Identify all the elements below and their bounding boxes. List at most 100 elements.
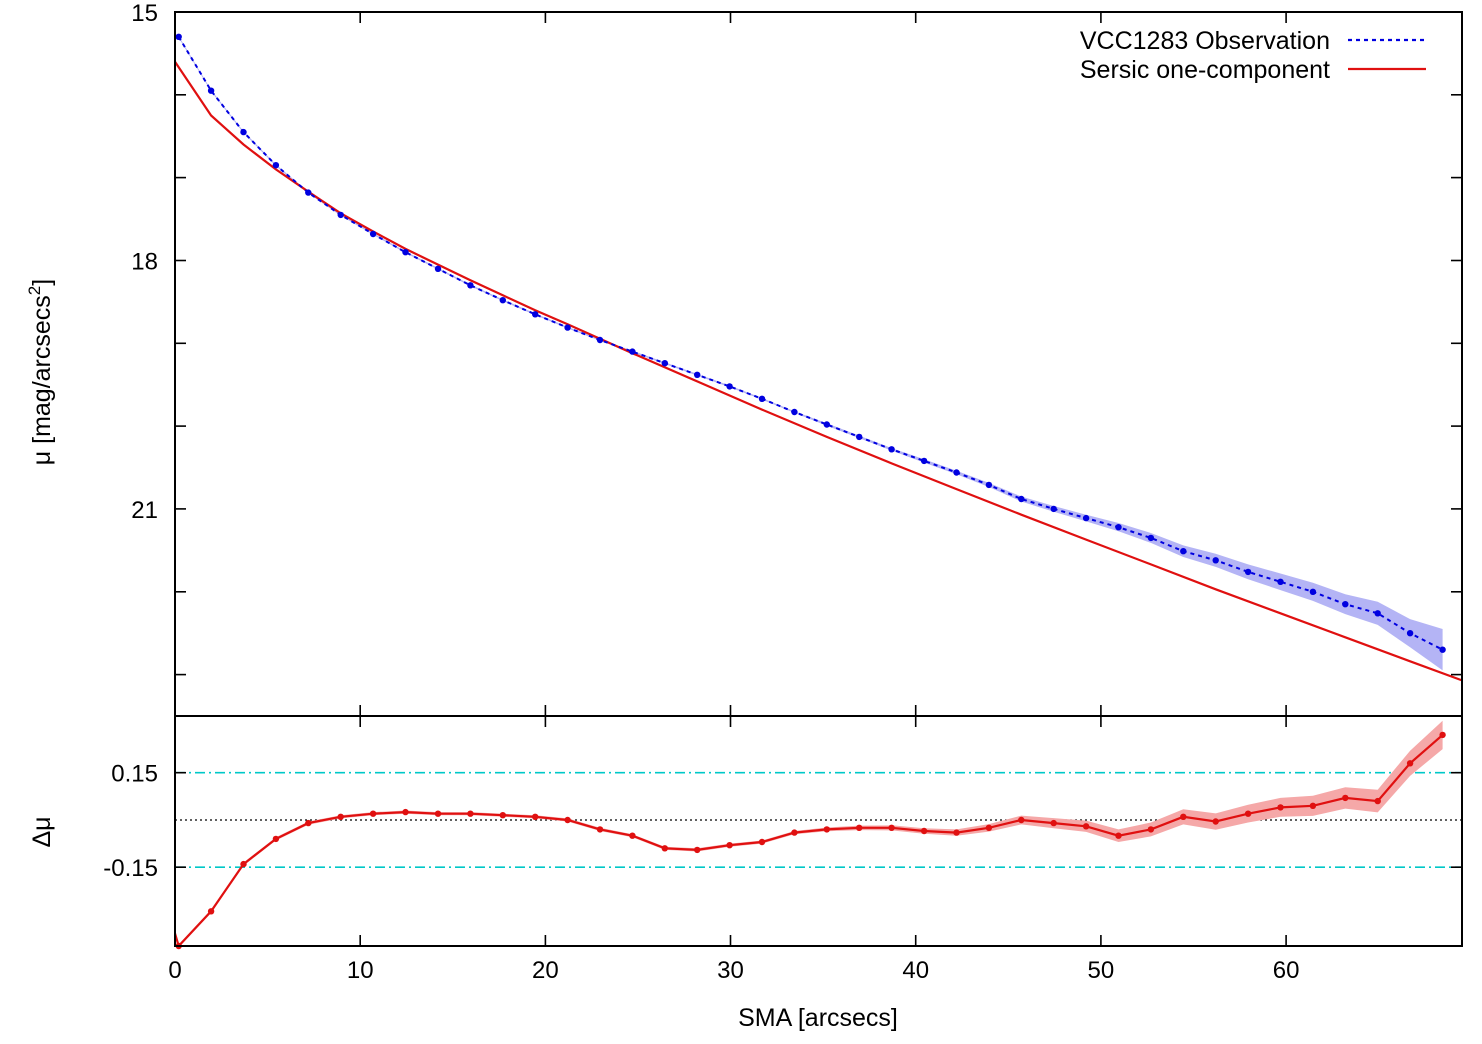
observation-point [1439,646,1446,653]
y-axis-label-superscript: 2 [25,286,44,295]
sersic-model-line [174,61,1463,682]
y-tick-label: 15 [131,0,158,27]
residual-point [726,842,733,849]
observation-point [402,249,409,256]
residual-point [791,829,798,836]
y-axis-label-end: ] [28,279,56,286]
residual-point [1082,823,1090,830]
series-lines [173,734,1444,949]
observation-point [985,481,993,489]
x-tick-label: 10 [347,957,374,984]
residual-point [402,808,409,816]
observation-point [532,311,539,318]
residual-point [1244,810,1252,817]
reference-lines [175,771,1462,869]
residual-point [1406,760,1414,767]
observation-point [629,348,636,355]
residual-point [920,827,928,835]
residual-point [888,824,895,831]
observation-point [272,162,280,169]
y-axis-label-main: μ [mag/arcsecs [28,295,56,465]
observation-point [240,128,247,136]
y-tick-label: -0.15 [103,855,158,882]
residual-point [207,908,215,915]
residual-point [953,829,960,836]
observation-point [888,446,895,453]
x-tick-label: 50 [1088,957,1115,984]
observation-point [1147,534,1155,542]
residual-point [1147,826,1155,833]
observation-point [305,189,312,196]
residuals-frame [174,715,1463,947]
observation-point [661,360,668,367]
x-tick-label: 60 [1273,957,1300,984]
observation-point [564,324,571,331]
observation-point [499,297,506,304]
x-axis-label: SMA [arcsecs] [738,1004,898,1032]
observation-line [177,36,1444,651]
residual-point [240,860,247,868]
observation-point [1277,578,1284,585]
residual-point [661,845,668,852]
residual-point [1342,794,1349,802]
observation-point [1115,524,1122,531]
residual-error-band [178,720,1443,948]
x-tick-label: 0 [168,957,181,984]
observation-point [596,336,604,344]
observation-point [175,33,182,40]
residual-point [1277,804,1284,811]
residual-point [305,819,312,827]
observation-point [1309,588,1317,595]
error-bands [178,36,1443,671]
observation-point [1406,630,1414,637]
observation-point [823,421,830,428]
observation-point [758,395,766,402]
residual-point [1212,818,1219,825]
residual-point [564,816,571,824]
residual-point [1309,802,1317,809]
y-tick-label: 18 [131,249,158,276]
residual-point [1018,816,1025,824]
y-tick-label: 21 [131,497,158,524]
residual-point [532,813,539,820]
error-bands [178,720,1443,948]
residual-point [629,832,636,839]
observation-point [467,282,474,289]
tick-marks [174,11,1462,716]
residual-point [272,835,280,843]
observation-point [207,87,215,94]
observation-point [856,433,863,441]
plot-frames [174,11,1463,947]
observation-point [1180,548,1187,555]
residual-point [499,812,506,819]
x-tick-label: 40 [902,957,929,984]
residual-point [1115,832,1122,839]
residuals-panel: 0 10 20 30 40 50 60 0.15 -0.15 Δμ SMA [arcsecs] [28,716,1462,1032]
y-tick-labels: 15 18 21 [131,0,158,524]
residual-point [985,824,993,831]
observation-point [1342,601,1349,608]
observation-point [369,230,377,238]
observation-error-band [178,36,1443,671]
tick-labels: 0 10 20 30 40 50 60 0.15 -0.15 [103,761,1299,984]
residual-point [1374,797,1381,805]
residual-point [694,846,701,854]
residual-point [758,838,766,846]
y-axis-label: Δμ [28,816,56,847]
data-points [175,731,1446,950]
profile-frame [174,11,1463,717]
residual-point [369,810,377,817]
x-tick-label: 30 [717,957,744,984]
residual-point [434,810,442,817]
legend-label: VCC1283 Observation [1080,27,1330,55]
data-points [175,33,1446,653]
observation-point [920,457,928,465]
residual-point [823,826,830,833]
residual-point [337,813,344,820]
residual-point [1180,813,1187,820]
y-tick-label: 0.15 [111,761,158,788]
observation-point [1050,505,1057,513]
observation-point [1212,557,1219,564]
observation-point [791,408,798,416]
